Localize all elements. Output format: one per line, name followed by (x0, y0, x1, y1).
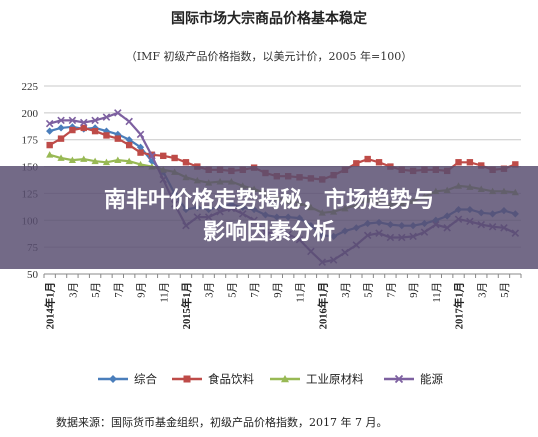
x-tick-label: 9月 (136, 282, 148, 298)
data-source-note: 数据来源：国际货币基金组织，初级产品价格指数，2017 年 7 月。 (56, 416, 388, 429)
data-point (478, 162, 485, 169)
data-point (114, 135, 122, 142)
data-point (69, 126, 76, 134)
data-point (375, 159, 383, 166)
x-tick-label: 3月 (476, 282, 488, 298)
data-point (103, 132, 110, 139)
legend-marker (109, 375, 117, 383)
data-point (160, 152, 167, 160)
overlay-banner: 南非叶价格走势揭秘，市场趋势与 影响因素分析 (0, 166, 538, 269)
x-tick-label: 5月 (363, 282, 375, 298)
data-point (91, 157, 99, 165)
overlay-headline-line1: 南非叶价格走势揭秘，市场趋势与 (103, 188, 434, 213)
data-point (353, 160, 360, 167)
legend-marker (281, 375, 289, 383)
legend-label: 工业原材料 (306, 372, 364, 386)
legend-label: 食品饮料 (208, 372, 254, 386)
data-point (68, 156, 76, 164)
data-point (466, 159, 474, 166)
x-tick-label: 2014年1月 (44, 282, 57, 329)
data-point (57, 116, 65, 125)
data-point (148, 152, 156, 160)
overlay-headline-line2: 影响因素分析 (202, 220, 335, 245)
data-point (57, 154, 65, 161)
y-tick-label: 175 (22, 135, 39, 147)
data-point (102, 158, 111, 166)
chart-title: 国际市场大宗商品价格基本稳定 (171, 11, 367, 27)
data-point (114, 109, 122, 117)
data-point (80, 155, 88, 162)
x-tick-label: 11月 (431, 282, 443, 303)
data-point (114, 156, 122, 164)
x-tick-label: 2016年1月 (316, 282, 329, 329)
x-tick-label: 3月 (340, 282, 352, 298)
data-point (91, 116, 99, 125)
x-tick-label: 7月 (113, 282, 125, 298)
data-point (114, 130, 122, 138)
x-tick-label: 5月 (226, 282, 238, 298)
data-point (455, 159, 462, 166)
legend-label: 能源 (420, 372, 443, 386)
data-point (125, 117, 133, 126)
data-point (45, 119, 54, 128)
x-tick-label: 3月 (204, 282, 216, 298)
y-tick-label: 200 (22, 108, 39, 120)
x-tick-label: 11月 (295, 282, 307, 303)
data-point (136, 143, 145, 151)
y-tick-label: 225 (22, 81, 39, 93)
data-point (182, 159, 190, 166)
data-point (137, 149, 144, 156)
x-tick-label: 5月 (499, 282, 511, 298)
data-point (102, 113, 111, 121)
x-tick-label: 7月 (249, 282, 261, 298)
data-point (125, 136, 133, 144)
x-tick-label: 2017年1月 (453, 282, 466, 329)
legend-marker (183, 375, 191, 383)
data-point (68, 116, 77, 125)
data-point (136, 160, 145, 168)
x-tick-label: 11月 (158, 282, 170, 303)
data-point (80, 124, 87, 132)
legend-marker (394, 374, 404, 384)
x-tick-label: 9月 (272, 282, 284, 298)
data-point (125, 141, 133, 149)
data-point (512, 161, 519, 168)
data-point (125, 157, 133, 165)
data-point (79, 118, 88, 127)
chart-subtitle: （IMF 初级产品价格指数，以美元计价，2005 年=100） (125, 50, 413, 63)
y-tick-label: 50 (27, 269, 39, 281)
x-tick-label: 7月 (385, 282, 397, 298)
data-point (136, 130, 145, 139)
data-point (171, 154, 178, 162)
data-point (57, 124, 65, 132)
data-point (57, 135, 65, 142)
data-point (46, 151, 54, 158)
x-tick-label: 5月 (90, 282, 102, 298)
data-point (46, 141, 53, 149)
data-point (46, 127, 54, 135)
x-tick-label: 2015年1月 (180, 282, 193, 329)
data-point (364, 155, 371, 163)
x-tick-label: 3月 (67, 282, 79, 298)
x-tick-label: 9月 (408, 282, 420, 298)
legend-label: 综合 (134, 372, 157, 386)
data-point (91, 127, 99, 135)
